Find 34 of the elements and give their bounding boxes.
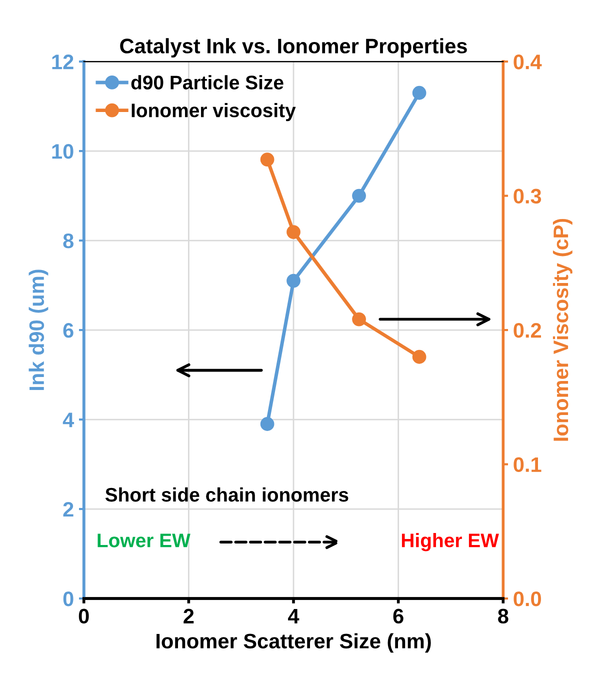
y-tick-label: 12 (52, 54, 74, 70)
point (286, 274, 300, 288)
point (412, 350, 426, 364)
x-axis-title: Ionomer Scatterer Size (nm) (156, 633, 431, 653)
y2-tick-label: 0.0 (514, 592, 541, 606)
y2-tick-label: 0.3 (514, 188, 542, 204)
legend-label: d90 Particle Size (131, 75, 284, 90)
y-tick-label: 10 (52, 144, 74, 159)
x-tick-label: 6 (393, 608, 404, 624)
y-tick-label: 0 (63, 592, 74, 606)
y2-tick-label: 0.4 (514, 54, 542, 70)
x-tick-label: 0 (78, 608, 89, 624)
x-tick-label: 2 (184, 608, 194, 624)
x-tick-label: 4 (288, 608, 300, 624)
y-tick-label: 2 (63, 502, 74, 517)
annotation: Short side chain ionomers (105, 487, 348, 502)
y2-tick-label: 0.1 (514, 457, 542, 472)
point (260, 152, 274, 166)
point (412, 86, 426, 100)
annotation: Higher EW (402, 533, 499, 552)
point (352, 188, 366, 203)
y-axis-title: Ink d90 (um) (28, 270, 48, 390)
chart-title: Catalyst Ink vs. Ionomer Properties (120, 38, 467, 58)
y-tick-label: 8 (63, 234, 74, 248)
annotation: Lower EW (98, 534, 190, 548)
x-tick-label: 8 (498, 608, 508, 624)
y2-tick-label: 0.2 (514, 323, 542, 338)
point (352, 312, 366, 326)
point (286, 225, 300, 239)
y-tick-label: 6 (63, 323, 74, 338)
y2-axis-title: Ionomer Viscosity (cP) (552, 218, 572, 441)
point (260, 417, 274, 431)
legend-label: Ionomer viscosity (132, 103, 296, 122)
y-tick-label: 4 (62, 412, 74, 428)
